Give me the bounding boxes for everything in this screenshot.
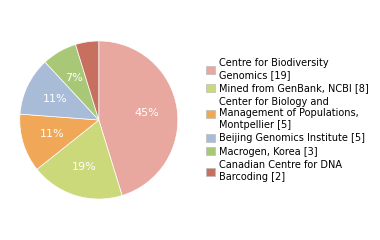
- Wedge shape: [99, 41, 178, 196]
- Legend: Centre for Biodiversity
Genomics [19], Mined from GenBank, NCBI [8], Center for : Centre for Biodiversity Genomics [19], M…: [206, 58, 369, 182]
- Text: 7%: 7%: [65, 72, 83, 83]
- Wedge shape: [20, 114, 99, 169]
- Wedge shape: [76, 41, 99, 120]
- Wedge shape: [37, 120, 122, 199]
- Wedge shape: [20, 62, 99, 120]
- Text: 11%: 11%: [42, 94, 67, 104]
- Text: 45%: 45%: [135, 108, 160, 118]
- Wedge shape: [45, 44, 99, 120]
- Text: 11%: 11%: [40, 129, 64, 139]
- Text: 19%: 19%: [72, 162, 97, 172]
